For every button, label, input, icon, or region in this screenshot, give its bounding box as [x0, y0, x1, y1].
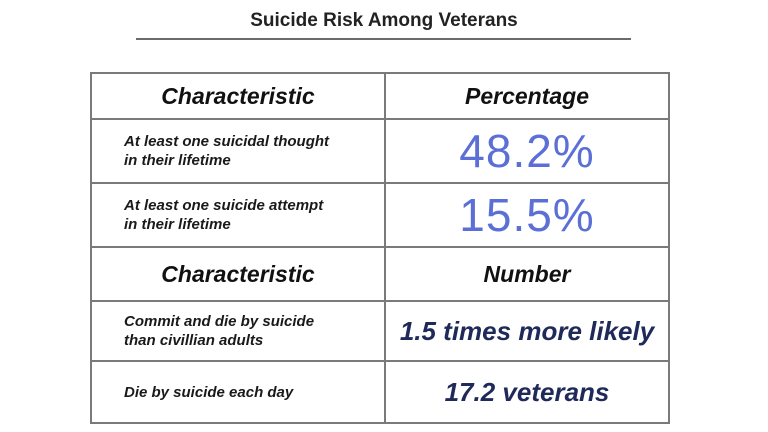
characteristic-line: At least one suicidal thought: [124, 133, 330, 150]
header-number: Number: [384, 246, 670, 302]
characteristic-line: than civillian adults: [124, 332, 264, 349]
row-number: 1.5 times more likely: [384, 300, 670, 362]
characteristic-line: Die by suicide each day: [124, 383, 294, 401]
row-characteristic: Commit and die by suicide than civillian…: [90, 300, 386, 362]
characteristic-line: in their lifetime: [124, 152, 231, 169]
row-characteristic: At least one suicidal thought in their l…: [90, 118, 386, 184]
row-percentage: 15.5%: [384, 182, 670, 248]
characteristic-line: in their lifetime: [124, 216, 231, 233]
header-characteristic: Characteristic: [90, 72, 386, 120]
row-number: 17.2 veterans: [384, 360, 670, 424]
table-row: Die by suicide each day 17.2 veterans: [90, 360, 670, 424]
stats-table: Characteristic Percentage At least one s…: [90, 72, 670, 424]
table-header-row: Characteristic Percentage: [90, 72, 670, 120]
title-underline: [136, 38, 631, 40]
characteristic-line: At least one suicide attempt: [124, 197, 324, 214]
table-row: At least one suicidal thought in their l…: [90, 118, 670, 184]
row-characteristic: Die by suicide each day: [90, 360, 386, 424]
table-row: Commit and die by suicide than civillian…: [90, 300, 670, 362]
table-header-row: Characteristic Number: [90, 246, 670, 302]
page-title: Suicide Risk Among Veterans: [250, 10, 518, 31]
table-row: At least one suicide attempt in their li…: [90, 182, 670, 248]
row-percentage: 48.2%: [384, 118, 670, 184]
row-characteristic: At least one suicide attempt in their li…: [90, 182, 386, 248]
characteristic-line: Commit and die by suicide: [124, 313, 315, 330]
header-percentage: Percentage: [384, 72, 670, 120]
header-characteristic: Characteristic: [90, 246, 386, 302]
